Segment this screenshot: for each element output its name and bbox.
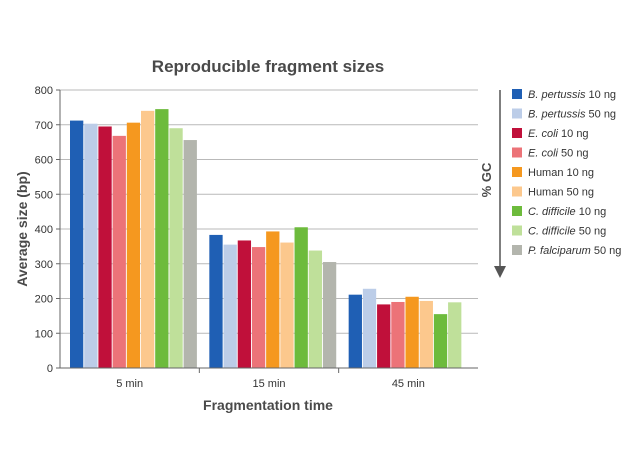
legend-label-italic: E. coli — [528, 128, 559, 140]
legend-label: Human 50 ng — [528, 187, 594, 199]
y-tick-label: 100 — [35, 328, 53, 340]
bar-4-5-min — [112, 135, 126, 368]
y-tick-label: 800 — [35, 85, 53, 97]
legend-label: C. difficile 50 ng — [528, 226, 606, 238]
legend-label-italic: B. pertussis — [528, 89, 586, 101]
bar-8-15-min — [308, 250, 323, 368]
legend-swatch — [512, 147, 522, 158]
gc-arrow — [494, 90, 506, 278]
x-axis-title: Fragmentation time — [203, 397, 333, 413]
bar-5-15-min — [266, 231, 280, 368]
legend-swatch — [512, 128, 522, 138]
gc-label: % GC — [479, 162, 494, 197]
bar-2-45-min — [362, 288, 377, 368]
legend-label: E. coli 50 ng — [528, 148, 589, 160]
bar-7-45-min — [433, 314, 448, 368]
legend-label: B. pertussis 50 ng — [528, 109, 616, 121]
legend-label-italic: B. pertussis — [528, 109, 586, 121]
y-tick-label: 700 — [35, 120, 53, 132]
legend-label: Human 10 ng — [528, 167, 594, 179]
legend-label-rest: Human 10 ng — [528, 167, 594, 179]
legend-label-italic: E. coli — [528, 148, 559, 160]
legend-label-italic: C. difficile — [528, 226, 576, 238]
legend-label-rest: 10 ng — [585, 89, 616, 101]
y-tick-label: 0 — [47, 363, 53, 375]
bar-1-5-min — [70, 120, 84, 368]
bars — [70, 109, 462, 369]
x-tick-label: 45 min — [392, 378, 425, 390]
bar-7-15-min — [294, 227, 308, 368]
legend-swatch — [512, 89, 522, 99]
bar-4-45-min — [391, 301, 405, 368]
bar-9-5-min — [183, 140, 197, 368]
legend-label-italic: P. falciparum — [528, 245, 591, 257]
legend-label: B. pertussis 10 ng — [528, 89, 616, 101]
legend-label-rest: 10 ng — [576, 206, 607, 218]
y-tick-label: 400 — [35, 224, 53, 236]
bar-1-15-min — [209, 234, 223, 368]
legend-label-rest: 50 ng — [585, 109, 616, 121]
bar-3-45-min — [377, 304, 391, 368]
legend-label-rest: 50 ng — [576, 226, 607, 238]
bar-7-5-min — [155, 109, 169, 369]
bar-9-15-min — [322, 262, 337, 368]
legend-swatch — [512, 167, 522, 177]
y-tick-label: 300 — [35, 259, 53, 271]
legend-label-rest: 50 ng — [591, 245, 622, 257]
bar-2-15-min — [223, 244, 237, 368]
y-tick-label: 200 — [35, 294, 53, 306]
legend-swatch — [512, 186, 522, 197]
legend-label-rest: 50 ng — [558, 148, 589, 160]
bar-8-5-min — [169, 128, 183, 368]
bar-6-5-min — [141, 110, 155, 368]
x-axis-ticks: 5 min 15 min 45 min — [116, 368, 425, 390]
x-tick-label: 5 min — [116, 378, 143, 390]
bar-5-5-min — [126, 122, 141, 368]
bar-1-45-min — [348, 294, 362, 368]
bar-8-45-min — [448, 302, 462, 368]
bar-5-45-min — [405, 296, 419, 368]
legend-label-italic: C. difficile — [528, 206, 576, 218]
legend-swatch — [512, 245, 522, 255]
bar-3-15-min — [237, 240, 252, 368]
legend: B. pertussis 10 ngB. pertussis 50 ngE. c… — [512, 89, 621, 257]
bar-3-5-min — [98, 126, 112, 368]
y-tick-label: 500 — [35, 189, 53, 201]
legend-label: C. difficile 10 ng — [528, 206, 606, 218]
x-tick-label: 15 min — [252, 378, 285, 390]
y-tick-label: 600 — [35, 155, 53, 167]
legend-swatch — [512, 206, 522, 216]
chart-title: Reproducible fragment sizes — [152, 57, 384, 76]
bar-6-15-min — [280, 242, 294, 368]
legend-label-rest: 10 ng — [558, 128, 589, 140]
legend-swatch — [512, 108, 522, 119]
y-axis-ticks: 0 100 200 300 400 500 600 700 800 — [35, 85, 60, 375]
gc-arrow-head — [494, 266, 506, 278]
legend-label-rest: Human 50 ng — [528, 187, 594, 199]
axes — [59, 90, 478, 369]
legend-label: P. falciparum 50 ng — [528, 245, 621, 257]
legend-label: E. coli 10 ng — [528, 128, 589, 140]
y-axis-title: Average size (bp) — [14, 171, 30, 286]
bar-4-15-min — [251, 247, 266, 368]
legend-swatch — [512, 225, 522, 236]
bar-6-45-min — [419, 300, 433, 368]
bar-2-5-min — [84, 123, 98, 369]
